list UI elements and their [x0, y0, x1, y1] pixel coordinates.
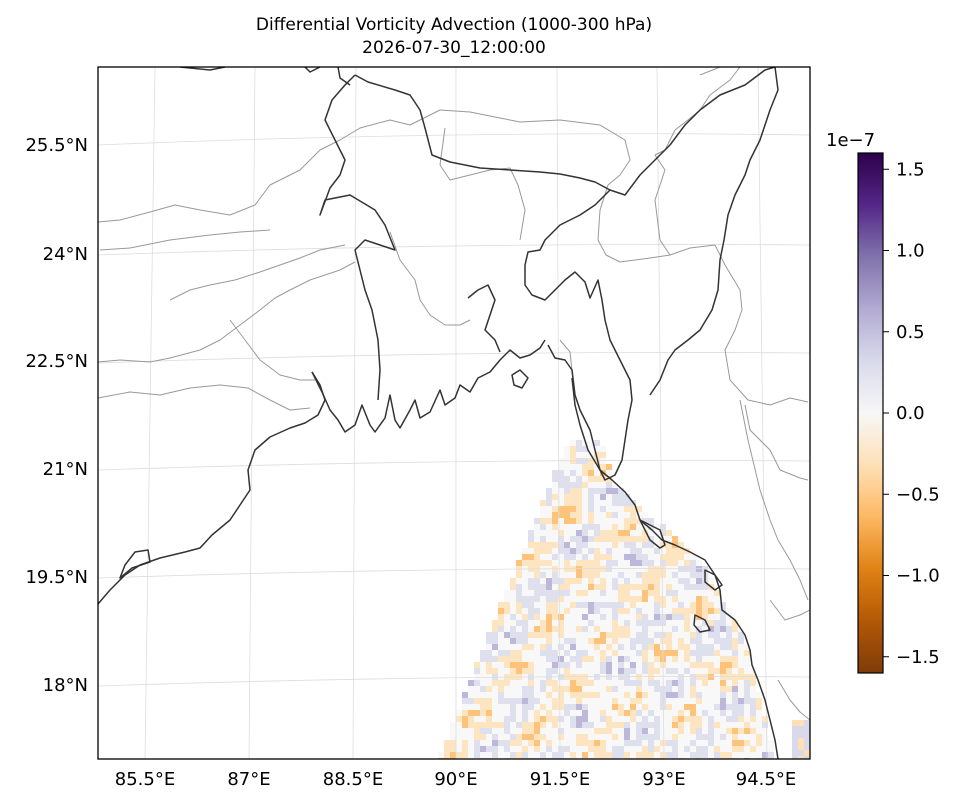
border-bangladesh-east [524, 189, 633, 481]
gridline-lon-94.5 [757, 67, 768, 759]
colorbar-tick-label: 0.0 [896, 403, 925, 424]
border-bangladesh-north [354, 74, 611, 191]
x-tick-label: 93°E [642, 769, 685, 790]
colorbar-tick-label: 1.0 [896, 241, 925, 262]
island-1 [639, 519, 666, 549]
gridline-lat-24 [98, 244, 810, 256]
island-3 [693, 614, 711, 633]
estuary [467, 284, 501, 353]
map-frame [97, 66, 811, 760]
x-tick-label: 88.5°E [323, 769, 383, 790]
colorbar-bar [857, 152, 884, 674]
y-tick-label: 22.5°N [25, 351, 88, 372]
x-tick-label: 85.5°E [115, 769, 175, 790]
graticule [98, 67, 810, 759]
y-tick-label: 19.5°N [25, 567, 88, 588]
colorbar-exponent: 1e−7 [826, 130, 875, 151]
x-tick-label: 87°E [227, 769, 270, 790]
x-tick-label: 90°E [434, 769, 477, 790]
border-nepal-bhutan [179, 67, 351, 86]
y-tick-label: 24°N [43, 244, 88, 265]
colorbar-tick-label: −1.0 [896, 566, 940, 587]
gridline-lat-25.5 [98, 133, 810, 146]
gridline-lon-88.5 [352, 67, 357, 759]
gridline-lat-19.5 [98, 568, 810, 579]
x-tick-labels: 85.5°E 87°E 88.5°E 90°E 91.5°E 93°E 94.5… [115, 769, 796, 790]
y-tick-label: 18°N [43, 675, 88, 696]
coastline-myanmar [571, 377, 779, 759]
y-tick-label: 25.5°N [25, 135, 88, 156]
gridline-lat-22.5 [98, 352, 810, 364]
border-india-bangladesh-west [319, 74, 396, 401]
chart-title: Differential Vorticity Advection (1000-3… [256, 15, 652, 35]
gridline-lon-91.5 [556, 67, 561, 759]
chilika-lagoon [119, 549, 151, 579]
state-borders [98, 67, 810, 721]
gridline-lon-93 [656, 67, 665, 759]
colorbar: 1e−7 1.5 1.0 0.5 0.0 −0.5 −1.0 −1.5 [826, 130, 940, 674]
chart-subtitle: 2026-07-30_12:00:00 [362, 38, 546, 58]
y-tick-labels: 25.5°N 24°N 22.5°N 21°N 19.5°N 18°N [25, 135, 88, 696]
gridline-lon-85.5 [144, 67, 156, 759]
sundarbans-coast [311, 339, 546, 433]
border-india-myanmar [609, 67, 779, 396]
colorbar-tick-label: −0.5 [896, 484, 940, 505]
x-tick-label: 94.5°E [736, 769, 796, 790]
colorbar-tick-label: 1.5 [896, 159, 925, 180]
gridline-lon-87 [248, 67, 256, 759]
island-2 [704, 569, 723, 591]
island-4 [511, 369, 529, 389]
colorbar-tick-label: −1.5 [896, 647, 940, 668]
gridline-lat-21 [98, 460, 810, 471]
gridline-lat-18 [98, 676, 810, 687]
colorbar-tick-label: 0.5 [896, 322, 925, 343]
colorbar-ticks: 1.5 1.0 0.5 0.0 −0.5 −1.0 −1.5 [883, 159, 940, 668]
x-tick-label: 91.5°E [530, 769, 590, 790]
coastline-and-borders [98, 67, 779, 759]
y-tick-label: 21°N [43, 459, 88, 480]
map-panel[interactable] [97, 66, 811, 764]
